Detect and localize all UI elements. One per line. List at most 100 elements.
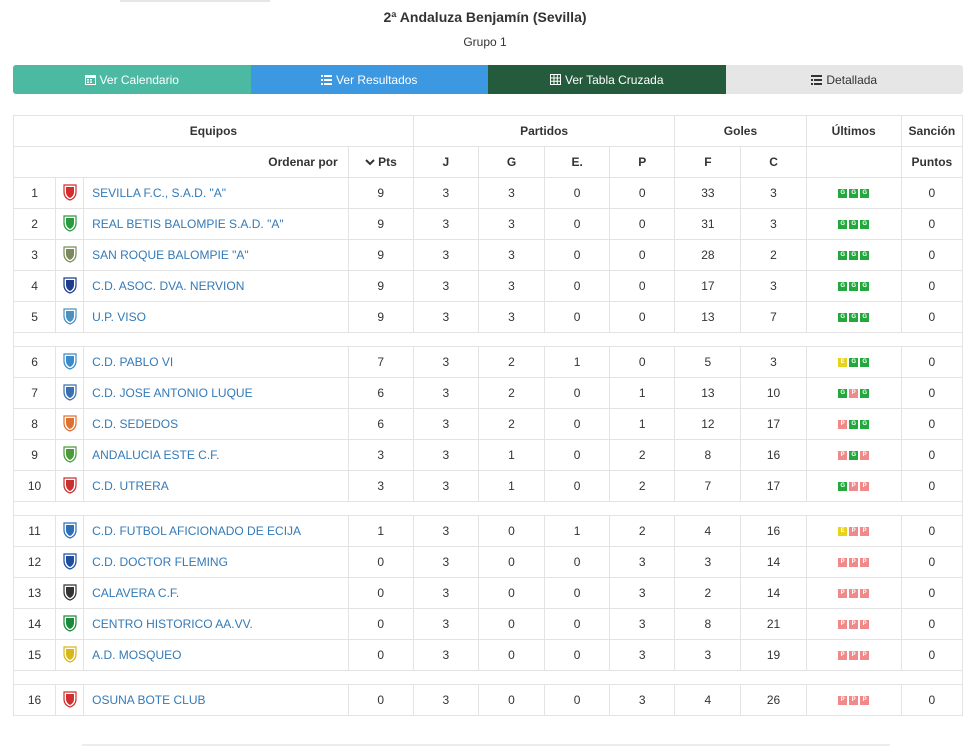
group-subtitle: Grupo 1 (463, 35, 507, 49)
position-cell: 5 (12, 301, 57, 333)
won-cell: 3 (477, 270, 546, 302)
lost-cell: 0 (609, 208, 676, 240)
team-name-link[interactable]: REAL BETIS BALOMPIE S.A.D. "A" (83, 208, 349, 240)
result-badge: G (849, 220, 859, 230)
table-row: 16 OSUNA BOTE CLUB 0 3 0 0 3 4 26 P P P 0 (12, 684, 964, 716)
team-name-link[interactable]: C.D. JOSE ANTONIO LUQUE (83, 377, 349, 409)
result-badge: G (838, 220, 848, 230)
goals-for-cell: 13 (674, 377, 742, 409)
chevron-down-icon (365, 155, 375, 169)
team-name-link[interactable]: C.D. FUTBOL AFICIONADO DE ECIJA (83, 515, 349, 547)
team-name-link[interactable]: SEVILLA F.C., S.A.D. "A" (83, 177, 349, 209)
result-badge: G (838, 189, 848, 199)
won-cell: 0 (477, 546, 546, 578)
result-badge: G (849, 451, 859, 461)
team-crest-icon (55, 577, 85, 609)
drawn-cell: 1 (544, 346, 611, 378)
sanction-points-cell: 0 (900, 608, 964, 640)
header-equipos: Equipos (13, 115, 414, 147)
played-cell: 3 (412, 377, 479, 409)
team-crest-icon (55, 639, 85, 671)
points-cell: 9 (347, 301, 414, 333)
points-cell: 9 (347, 208, 414, 240)
result-badge: P (860, 696, 870, 706)
points-cell: 0 (347, 546, 414, 578)
drawn-cell: 1 (544, 515, 611, 547)
result-badge: G (838, 482, 848, 492)
tab-tabla-cruzada[interactable]: Ver Tabla Cruzada (488, 65, 726, 94)
sanction-points-cell: 0 (900, 346, 964, 378)
team-crest-icon (55, 177, 85, 209)
team-name-link[interactable]: C.D. UTRERA (83, 470, 349, 502)
played-cell: 3 (412, 346, 479, 378)
position-cell: 12 (12, 546, 57, 578)
team-name-link[interactable]: SAN ROQUE BALOMPIE "A" (83, 239, 349, 271)
col-g[interactable]: G (477, 146, 546, 178)
col-puntos[interactable]: Puntos (900, 146, 964, 178)
played-cell: 3 (412, 439, 479, 471)
sort-pts-button[interactable]: Pts (347, 146, 414, 178)
position-cell: 11 (12, 515, 57, 547)
team-name-link[interactable]: C.D. ASOC. DVA. NERVION (83, 270, 349, 302)
group-separator-row (13, 670, 963, 685)
result-badge: G (860, 189, 870, 199)
header-sancion: Sanción (900, 115, 964, 147)
played-cell: 3 (412, 208, 479, 240)
list-detail-icon (811, 74, 823, 85)
goals-against-cell: 19 (740, 639, 807, 671)
list-icon (321, 74, 333, 85)
won-cell: 3 (477, 177, 546, 209)
result-badge: G (849, 189, 859, 199)
team-name-link[interactable]: CENTRO HISTORICO AA.VV. (83, 608, 349, 640)
won-cell: 2 (477, 408, 546, 440)
won-cell: 2 (477, 377, 546, 409)
sanction-points-cell: 0 (900, 577, 964, 609)
lost-cell: 2 (609, 515, 676, 547)
team-name-link[interactable]: U.P. VISO (83, 301, 349, 333)
result-badge: P (849, 389, 859, 399)
team-name-link[interactable]: CALAVERA C.F. (83, 577, 349, 609)
result-badge: P (838, 589, 848, 599)
team-name-link[interactable]: OSUNA BOTE CLUB (83, 684, 349, 716)
tab-resultados[interactable]: Ver Resultados (250, 65, 488, 94)
team-crest-icon (55, 608, 85, 640)
goals-against-cell: 3 (740, 270, 807, 302)
goals-against-cell: 21 (740, 608, 807, 640)
lost-cell: 2 (609, 470, 676, 502)
team-name-link[interactable]: A.D. MOSQUEO (83, 639, 349, 671)
position-cell: 14 (12, 608, 57, 640)
drawn-cell: 0 (544, 608, 611, 640)
tab-calendario[interactable]: Ver Calendario (13, 65, 251, 94)
col-c[interactable]: C (740, 146, 807, 178)
table-row: 3 SAN ROQUE BALOMPIE "A" 9 3 3 0 0 28 2 G G G 0 (12, 239, 964, 271)
team-crest-icon (55, 208, 85, 240)
team-name-link[interactable]: ANDALUCIA ESTE C.F. (83, 439, 349, 471)
goals-for-cell: 28 (674, 239, 742, 271)
points-cell: 0 (347, 684, 414, 716)
tab-detallada[interactable]: Detallada (725, 65, 963, 94)
goals-for-cell: 5 (674, 346, 742, 378)
result-badge: G (860, 282, 870, 292)
team-name-link[interactable]: C.D. SEDEDOS (83, 408, 349, 440)
drawn-cell: 0 (544, 546, 611, 578)
col-p[interactable]: P (609, 146, 676, 178)
col-f[interactable]: F (674, 146, 742, 178)
position-cell: 1 (12, 177, 57, 209)
team-name-link[interactable]: C.D. PABLO VI (83, 346, 349, 378)
result-badge: P (860, 482, 870, 492)
col-j[interactable]: J (412, 146, 479, 178)
played-cell: 3 (412, 577, 479, 609)
position-cell: 6 (12, 346, 57, 378)
position-cell: 13 (12, 577, 57, 609)
position-cell: 4 (12, 270, 57, 302)
col-e[interactable]: E. (544, 146, 611, 178)
result-badge: P (849, 527, 859, 537)
table-row: 13 CALAVERA C.F. 0 3 0 0 3 2 14 P P P 0 (12, 577, 964, 609)
team-name-link[interactable]: C.D. DOCTOR FLEMING (83, 546, 349, 578)
goals-for-cell: 33 (674, 177, 742, 209)
standings-table: Equipos Partidos Goles Últimos Sanción O… (12, 115, 964, 716)
